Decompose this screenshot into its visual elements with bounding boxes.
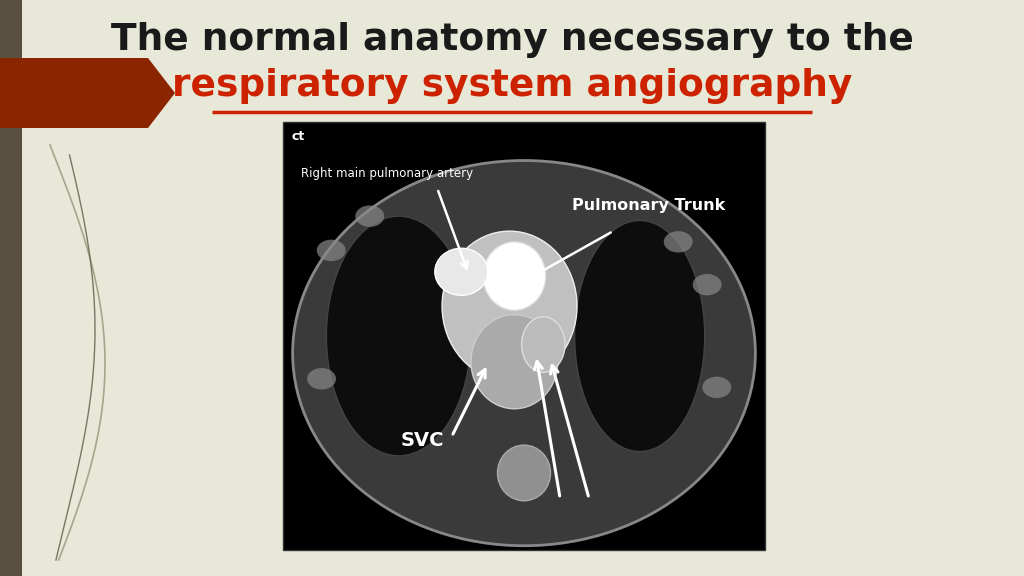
Ellipse shape <box>442 231 577 381</box>
Ellipse shape <box>521 317 565 372</box>
Ellipse shape <box>293 161 756 545</box>
Ellipse shape <box>327 216 471 456</box>
FancyBboxPatch shape <box>0 0 22 576</box>
Text: Right main pulmonary artery: Right main pulmonary artery <box>301 168 473 180</box>
FancyBboxPatch shape <box>283 122 765 550</box>
Ellipse shape <box>307 368 336 389</box>
Ellipse shape <box>702 377 731 398</box>
Ellipse shape <box>574 221 705 452</box>
Ellipse shape <box>664 231 692 252</box>
Text: respiratory system angiography: respiratory system angiography <box>172 68 852 104</box>
Ellipse shape <box>355 206 384 227</box>
Ellipse shape <box>435 248 487 295</box>
Ellipse shape <box>471 314 558 409</box>
Text: The normal anatomy necessary to the: The normal anatomy necessary to the <box>111 22 913 58</box>
Ellipse shape <box>483 242 546 310</box>
Ellipse shape <box>692 274 722 295</box>
Text: SVC: SVC <box>401 431 444 450</box>
Text: Pulmonary Trunk: Pulmonary Trunk <box>572 198 725 213</box>
Polygon shape <box>0 58 175 128</box>
Text: ct: ct <box>291 130 304 143</box>
Ellipse shape <box>316 240 346 261</box>
Ellipse shape <box>498 445 551 501</box>
